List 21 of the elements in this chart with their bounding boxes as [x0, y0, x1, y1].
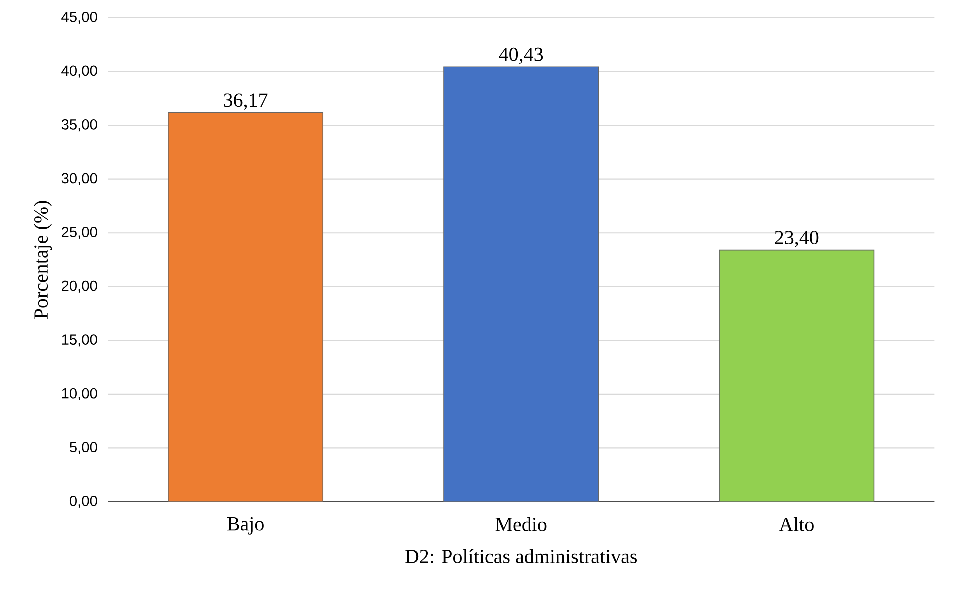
- x-tick-label: Medio: [496, 517, 547, 532]
- data-label: 23,40: [775, 231, 819, 248]
- y-tick-label: 10,00: [62, 388, 98, 400]
- x-axis-title: D2: Políticas administrativas: [406, 549, 638, 564]
- y-tick-label: 40,00: [62, 66, 98, 78]
- y-tick-label: 20,00: [62, 280, 98, 293]
- y-tick-label: 30,00: [62, 173, 98, 186]
- data-label: 40,43: [499, 48, 544, 64]
- y-tick-label: 15,00: [62, 334, 98, 347]
- y-tick-label: 45,00: [62, 12, 98, 24]
- y-tick-label: 0,00: [70, 496, 98, 508]
- data-label: 36,17: [224, 94, 268, 110]
- y-tick-label: 25,00: [62, 227, 98, 240]
- y-tick-label: 35,00: [62, 120, 98, 132]
- y-axis-title: Porcentaje (%): [34, 201, 52, 320]
- bar: [719, 250, 875, 502]
- x-tick-label: Bajo: [227, 517, 264, 535]
- y-tick-label: 5,00: [70, 442, 98, 454]
- bar: [444, 66, 600, 502]
- bar: [168, 112, 324, 502]
- x-tick-label: Alto: [779, 517, 814, 532]
